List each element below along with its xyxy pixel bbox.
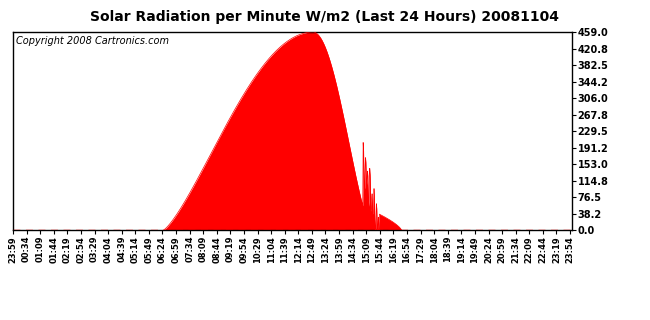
Text: Solar Radiation per Minute W/m2 (Last 24 Hours) 20081104: Solar Radiation per Minute W/m2 (Last 24…	[90, 10, 560, 24]
Text: Copyright 2008 Cartronics.com: Copyright 2008 Cartronics.com	[16, 36, 169, 46]
